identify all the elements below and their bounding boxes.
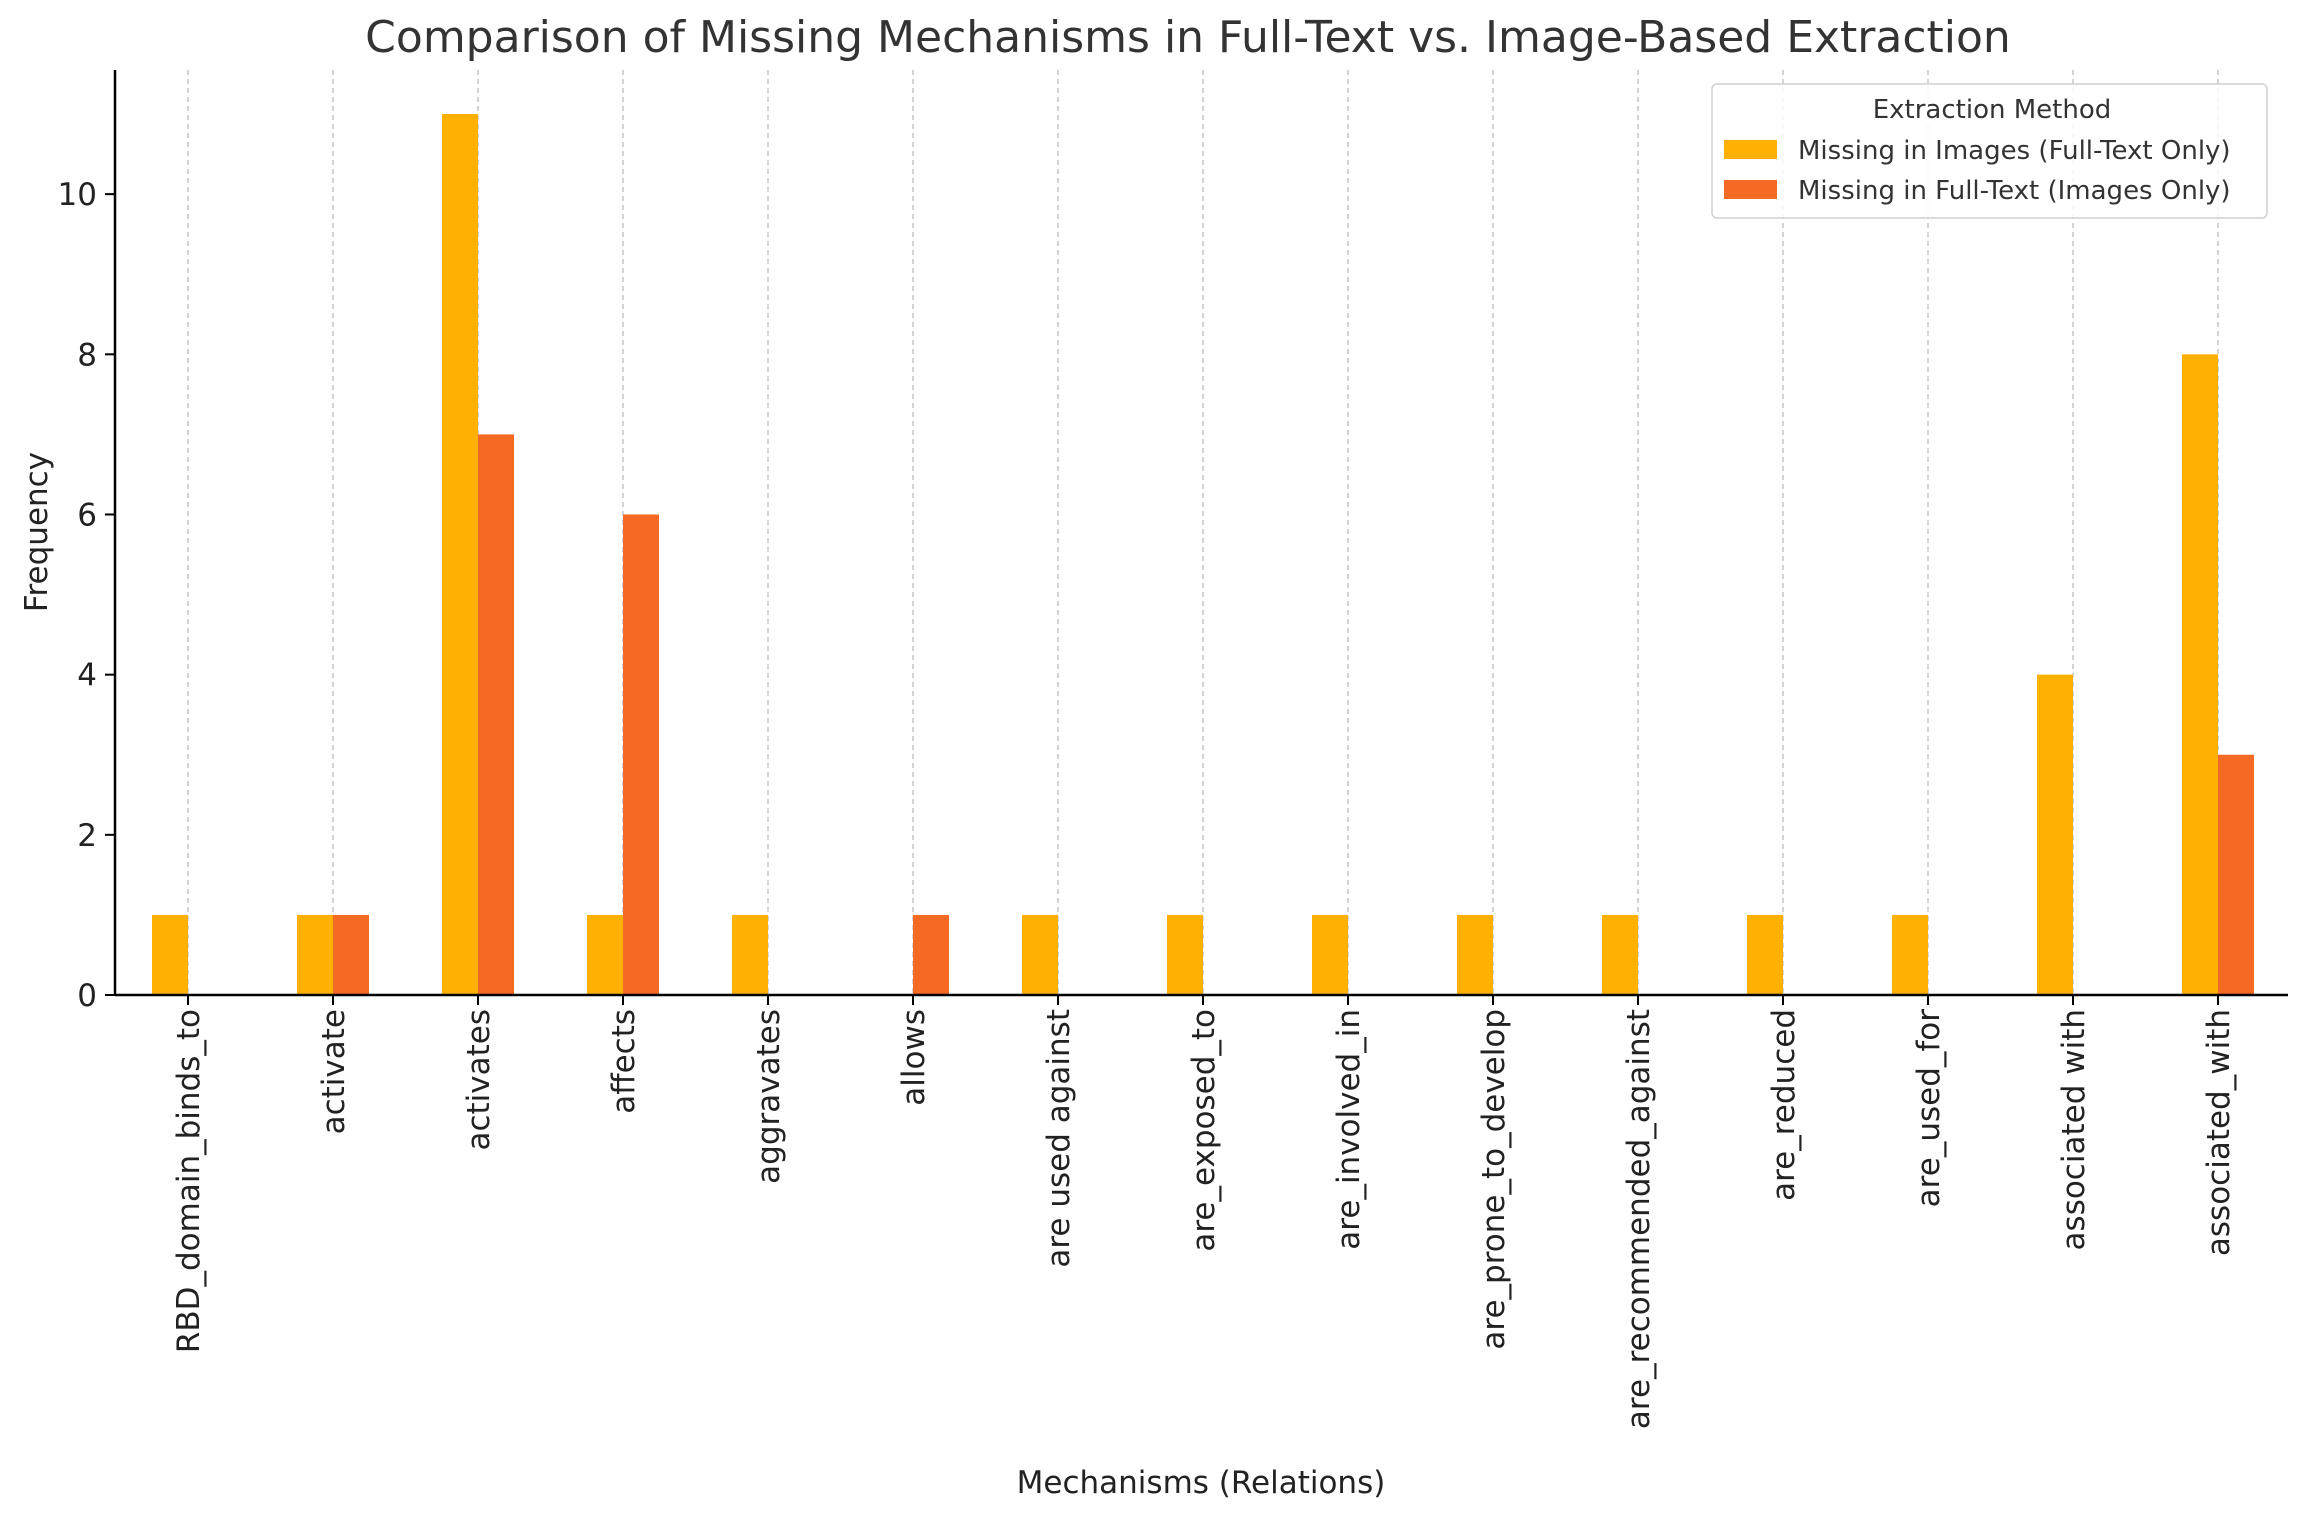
bar-activates-images-only [478, 434, 514, 996]
y-tick-label-8: 8 [77, 337, 97, 373]
bar-are-recommended-against-full-text-only [1602, 914, 1638, 995]
x-tick-label-are-exposed-to: are_exposed_to [1186, 1009, 1222, 1252]
legend-title: Extraction Method [1873, 95, 2112, 125]
bar-rbd-domain-binds-to-full-text-only [152, 914, 188, 995]
bar-are-reduced-full-text-only [1747, 914, 1783, 995]
legend: Extraction Method Missing in Images (Ful… [1711, 83, 2268, 219]
bar-are-involved-in-full-text-only [1312, 914, 1348, 995]
y-tick-label-4: 4 [77, 658, 97, 694]
x-axis-label: Mechanisms (Relations) [1017, 1465, 1386, 1501]
x-tick-label-associated-with: associated with [2056, 1009, 2092, 1250]
bar-associated-with-images-only [2218, 754, 2254, 995]
bar-are-used-against-full-text-only [1022, 914, 1058, 995]
bar-activate-images-only [333, 914, 369, 995]
x-tick-label-allows: allows [896, 1009, 932, 1106]
bar-are-prone-to-develop-full-text-only [1457, 914, 1493, 995]
bar-associated-with-full-text-only [2037, 674, 2073, 995]
bar-activates-full-text-only [442, 114, 478, 996]
bar-allows-images-only [913, 914, 949, 995]
legend-box [1711, 83, 2268, 219]
bar-activate-full-text-only [297, 914, 333, 995]
legend-swatch-images-only [1724, 180, 1777, 199]
bar-associated-with-full-text-only [2182, 354, 2218, 995]
x-tick-label-are-recommended-against: are_recommended_against [1621, 1009, 1657, 1429]
x-tick-label-are-used-against: are used against [1041, 1009, 1077, 1268]
y-tick-label-0: 0 [77, 978, 97, 1014]
legend-label-images-only: Missing in Full-Text (Images Only) [1798, 176, 2231, 206]
legend-label-full-text-only: Missing in Images (Full-Text Only) [1798, 136, 2231, 166]
bar-are-exposed-to-full-text-only [1167, 914, 1203, 995]
legend-swatch-full-text-only [1724, 140, 1777, 159]
bar-aggravates-full-text-only [732, 914, 768, 995]
y-axis-label: Frequency [19, 452, 55, 612]
bars [152, 114, 2254, 996]
y-tick-label-10: 10 [58, 177, 97, 213]
x-tick-label-affects: affects [606, 1009, 642, 1114]
x-tick-label-aggravates: aggravates [751, 1009, 787, 1184]
x-tick-label-activate: activate [316, 1009, 352, 1134]
y-tick-label-2: 2 [77, 818, 97, 854]
x-tick-label-are-prone-to-develop: are_prone_to_develop [1476, 1009, 1512, 1350]
chart-title: Comparison of Missing Mechanisms in Full… [365, 12, 2011, 63]
x-tick-label-are-involved-in: are_involved_in [1331, 1009, 1367, 1250]
x-tick-label-are-reduced: are_reduced [1766, 1009, 1802, 1201]
bar-affects-images-only [623, 514, 659, 995]
x-tick-label-are-used-for: are_used_for [1911, 1009, 1947, 1208]
x-tick-label-associated-with: associated_with [2201, 1009, 2237, 1256]
bar-are-used-for-full-text-only [1892, 914, 1928, 995]
x-tick-label-activates: activates [461, 1009, 497, 1151]
x-tick-label-rbd-domain-binds-to: RBD_domain_binds_to [171, 1009, 207, 1353]
y-tick-label-6: 6 [77, 497, 97, 533]
ticks: RBD_domain_binds_to activate activates affe… [58, 177, 2237, 1429]
bar-affects-full-text-only [587, 914, 623, 995]
